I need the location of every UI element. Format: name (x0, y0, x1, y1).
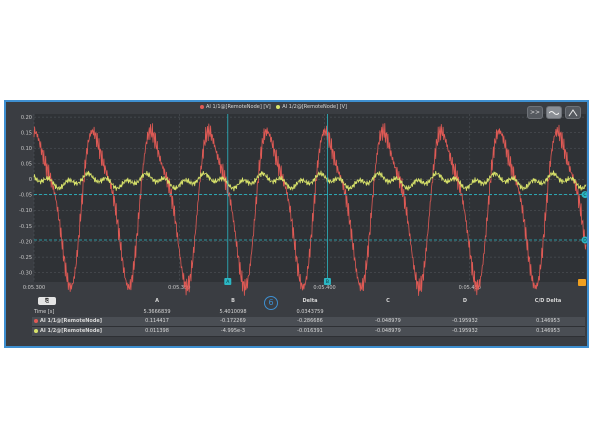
cursor-b-handle (323, 278, 331, 285)
cursor-d-handle (581, 236, 587, 244)
y-tick-label: 0.15 (21, 130, 32, 136)
y-tick-label: -0.05 (19, 193, 32, 199)
series-line-1 (33, 123, 587, 296)
waveform-icon[interactable] (546, 106, 562, 119)
table-row: AI 1/1@[RemoteNode] 0.114417 -0.172269 -… (32, 317, 585, 327)
signal-1-d: -0.195932 (452, 318, 478, 324)
signal-1-c: -0.048979 (375, 318, 401, 324)
cursor-c-tag: C (583, 192, 586, 198)
waveform-glyph (549, 110, 559, 115)
signal-2-dot (34, 328, 38, 333)
legend-dot-2 (276, 104, 281, 109)
time-row-label: Time [s] (34, 309, 55, 315)
signal-2-label: AI 1/2@[RemoteNode] (34, 327, 102, 336)
zoom-button[interactable]: >> (527, 106, 543, 119)
time-row: Time [s] 5.3666839 5.4010098 0.0343759 (32, 308, 585, 317)
signal-2-a: 0.011398 (145, 328, 169, 334)
legend-label-1: AI 1/1@[RemoteNode] [V] (206, 104, 271, 110)
scroll-marker (578, 279, 586, 286)
cursor-a-tag: A (226, 279, 230, 285)
y-tick-label: -0.15 (19, 224, 32, 230)
signal-2-cd-delta: 0.146953 (536, 328, 560, 334)
signal-1-label: AI 1/1@[RemoteNode] (34, 317, 102, 326)
signal-1-name: AI 1/1@[RemoteNode] (40, 318, 103, 324)
time-b: 5.4010098 (219, 309, 247, 315)
x-tick-label: 0:05.350 (168, 285, 190, 291)
chart-legend: AI 1/1@[RemoteNode] [V] AI 1/2@[RemoteNo… (196, 104, 347, 110)
signal-1-cd-delta: 0.146953 (536, 318, 560, 324)
cursor-measurement-table: ⎘ A B 6 Delta C D C/D Delta Time [s] 5.3… (32, 295, 585, 337)
header-d: D (462, 298, 468, 304)
signal-1-a: 0.114417 (145, 318, 169, 324)
x-tick-label: 0:05.450 (459, 285, 481, 291)
header-cd-delta: C/D Delta (534, 298, 562, 304)
signal-1-b: -0.172269 (220, 318, 246, 324)
y-tick-label: 0.05 (21, 162, 32, 168)
cursor-a-handle (224, 278, 232, 285)
header-a: A (155, 298, 159, 304)
measurement-badge: 6 (264, 296, 278, 310)
signal-2-c: -0.048979 (375, 328, 401, 334)
y-tick-label: -0.10 (19, 208, 32, 214)
y-tick-label: -0.25 (19, 255, 32, 261)
time-a: 5.3666839 (143, 309, 171, 315)
table-header-row: ⎘ A B 6 Delta C D C/D Delta (32, 295, 585, 310)
table-row: AI 1/2@[RemoteNode] 0.011398 -4.995e-3 -… (32, 327, 585, 337)
series-line-2 (33, 170, 587, 192)
y-tick-label: 0.10 (21, 146, 32, 152)
cursor-d-tag: D (583, 238, 587, 244)
autoscale-glyph (568, 108, 578, 116)
signal-2-delta: -0.016391 (297, 328, 323, 334)
zoom-label: >> (529, 109, 541, 116)
signal-2-d: -0.195932 (452, 328, 478, 334)
cursor-c-handle (581, 191, 587, 199)
header-c: C (386, 298, 390, 304)
legend-dot-1 (200, 104, 204, 109)
copy-button[interactable]: ⎘ (38, 297, 56, 305)
header-b: B (231, 298, 235, 304)
time-delta: 0.0343759 (296, 309, 324, 315)
y-tick-label: 0 (29, 177, 32, 183)
signal-2-b: -4.995e-3 (220, 328, 246, 334)
signal-2-name: AI 1/2@[RemoteNode] (40, 328, 103, 334)
signal-1-delta: -0.286686 (297, 318, 323, 324)
x-tick-label: 0:05.400 (313, 285, 335, 291)
legend-label-2: AI 1/2@[RemoteNode] [V] (282, 104, 347, 110)
y-tick-label: 0.20 (21, 115, 32, 121)
cursor-b-tag: B (326, 279, 329, 285)
oscilloscope-panel: 0.20 0.15 0.10 0.05 0 -0.05 -0.10 -0.15 -0.20 -0.… (4, 100, 589, 348)
y-tick-label: -0.30 (19, 270, 32, 276)
header-delta: Delta (302, 298, 318, 304)
y-tick-label: -0.20 (19, 239, 32, 245)
autoscale-icon[interactable] (565, 106, 581, 119)
waveform-chart[interactable]: 0.20 0.15 0.10 0.05 0 -0.05 -0.10 -0.15 -0.20 -0.… (6, 102, 587, 346)
copy-icon: ⎘ (44, 298, 49, 304)
x-tick-label: 0:05.300 (23, 285, 45, 291)
signal-1-dot (34, 318, 38, 323)
chart-toolbar: >> (527, 106, 581, 119)
